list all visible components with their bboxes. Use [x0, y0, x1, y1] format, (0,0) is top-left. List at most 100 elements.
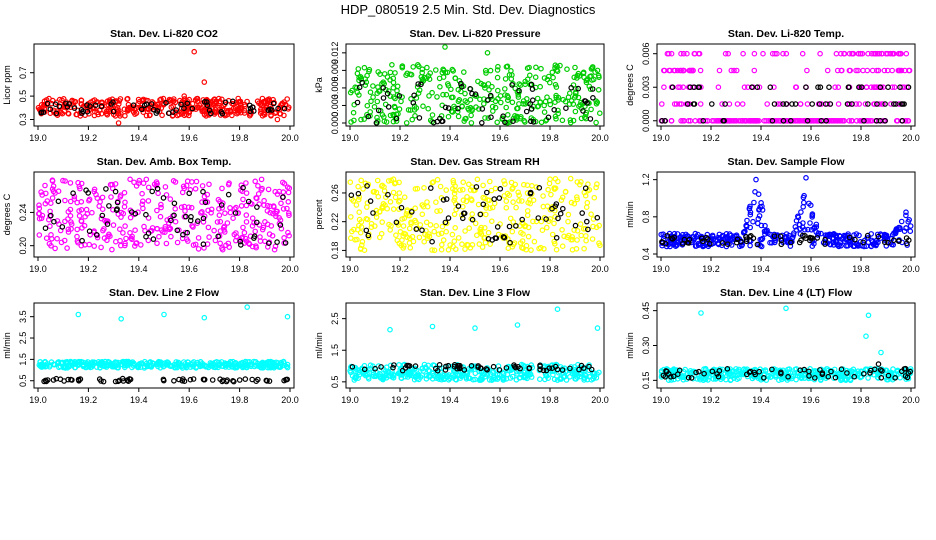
data-point [450, 68, 457, 74]
data-point [179, 365, 186, 371]
data-point [492, 185, 499, 192]
data-point [803, 84, 809, 91]
data-point [411, 107, 418, 113]
data-point [363, 216, 370, 222]
data-point [219, 110, 226, 117]
y-tick-label: 0.5 [18, 90, 28, 103]
data-point [533, 64, 539, 71]
data-point [824, 366, 831, 372]
data-point [800, 194, 807, 201]
data-point [201, 314, 208, 321]
data-point [758, 222, 765, 229]
x-tick-label: 19.8 [541, 264, 559, 274]
data-point [60, 177, 66, 184]
data-point [388, 371, 395, 377]
data-point [98, 361, 104, 368]
data-point [835, 84, 842, 91]
data-point [240, 196, 246, 203]
data-point [697, 118, 703, 124]
data-point [409, 233, 416, 240]
data-point [190, 224, 196, 230]
data-point [274, 239, 280, 245]
data-point [590, 223, 596, 230]
data-point [877, 369, 884, 375]
data-point [50, 377, 57, 383]
y-tick-label: 0.3 [18, 113, 28, 126]
data-point [195, 218, 201, 224]
data-point [526, 365, 533, 371]
data-point [47, 212, 54, 219]
x-tick-label: 19.4 [441, 133, 459, 143]
data-point [417, 222, 424, 228]
data-point [501, 234, 508, 241]
data-point [412, 363, 419, 369]
data-point [242, 358, 249, 365]
data-point [523, 242, 530, 249]
data-point [494, 224, 501, 230]
x-tick-label: 19.2 [391, 264, 409, 274]
plot-frame [345, 43, 605, 127]
data-point [89, 209, 95, 216]
y-tick-label: 0.000 [330, 112, 340, 135]
data-point [375, 363, 382, 369]
data-point [828, 368, 834, 375]
data-point [347, 179, 354, 186]
data-point [790, 230, 797, 236]
data-point [91, 243, 98, 249]
x-tick-label: 19.8 [541, 395, 559, 405]
data-point [513, 204, 519, 211]
data-point [43, 378, 50, 385]
data-point [129, 236, 135, 243]
data-point [559, 227, 565, 233]
data-point [267, 203, 273, 210]
data-point [115, 120, 122, 126]
data-point [397, 229, 404, 235]
data-point [552, 81, 559, 88]
y-tick-label: 0.26 [330, 184, 340, 202]
data-point [877, 367, 884, 373]
data-point [360, 186, 366, 192]
data-point [568, 85, 575, 91]
data-point [110, 108, 117, 115]
data-point [472, 220, 479, 227]
x-tick-label: 19.0 [341, 264, 359, 274]
data-point [370, 83, 376, 89]
data-point [549, 69, 556, 76]
data-point [494, 87, 501, 94]
data-point [61, 237, 68, 244]
chart-panel-4: Stan. Dev. Amb. Box Temp.degrees C19.0 19… [2, 156, 299, 274]
data-point [100, 378, 107, 385]
data-point [113, 207, 120, 214]
data-point [881, 239, 888, 246]
data-point [519, 216, 526, 223]
data-point [747, 203, 753, 210]
data-point [505, 245, 512, 252]
data-point [554, 306, 561, 313]
data-point [715, 84, 722, 91]
data-point [572, 108, 579, 115]
data-point [443, 187, 450, 193]
data-point [150, 236, 157, 242]
data-point [365, 113, 372, 120]
data-point [181, 93, 188, 99]
data-point [92, 102, 99, 109]
data-point [561, 373, 568, 379]
data-point [255, 191, 262, 197]
data-point [198, 210, 204, 216]
data-point [696, 368, 702, 375]
data-point [695, 84, 702, 91]
data-point [882, 101, 888, 107]
data-point [583, 218, 590, 225]
data-point [87, 232, 94, 238]
data-point [480, 182, 486, 189]
data-point [227, 205, 233, 211]
data-point [895, 238, 902, 245]
data-point [817, 50, 823, 57]
data-point [237, 238, 244, 245]
data-point [553, 201, 560, 207]
data-point [865, 312, 872, 319]
